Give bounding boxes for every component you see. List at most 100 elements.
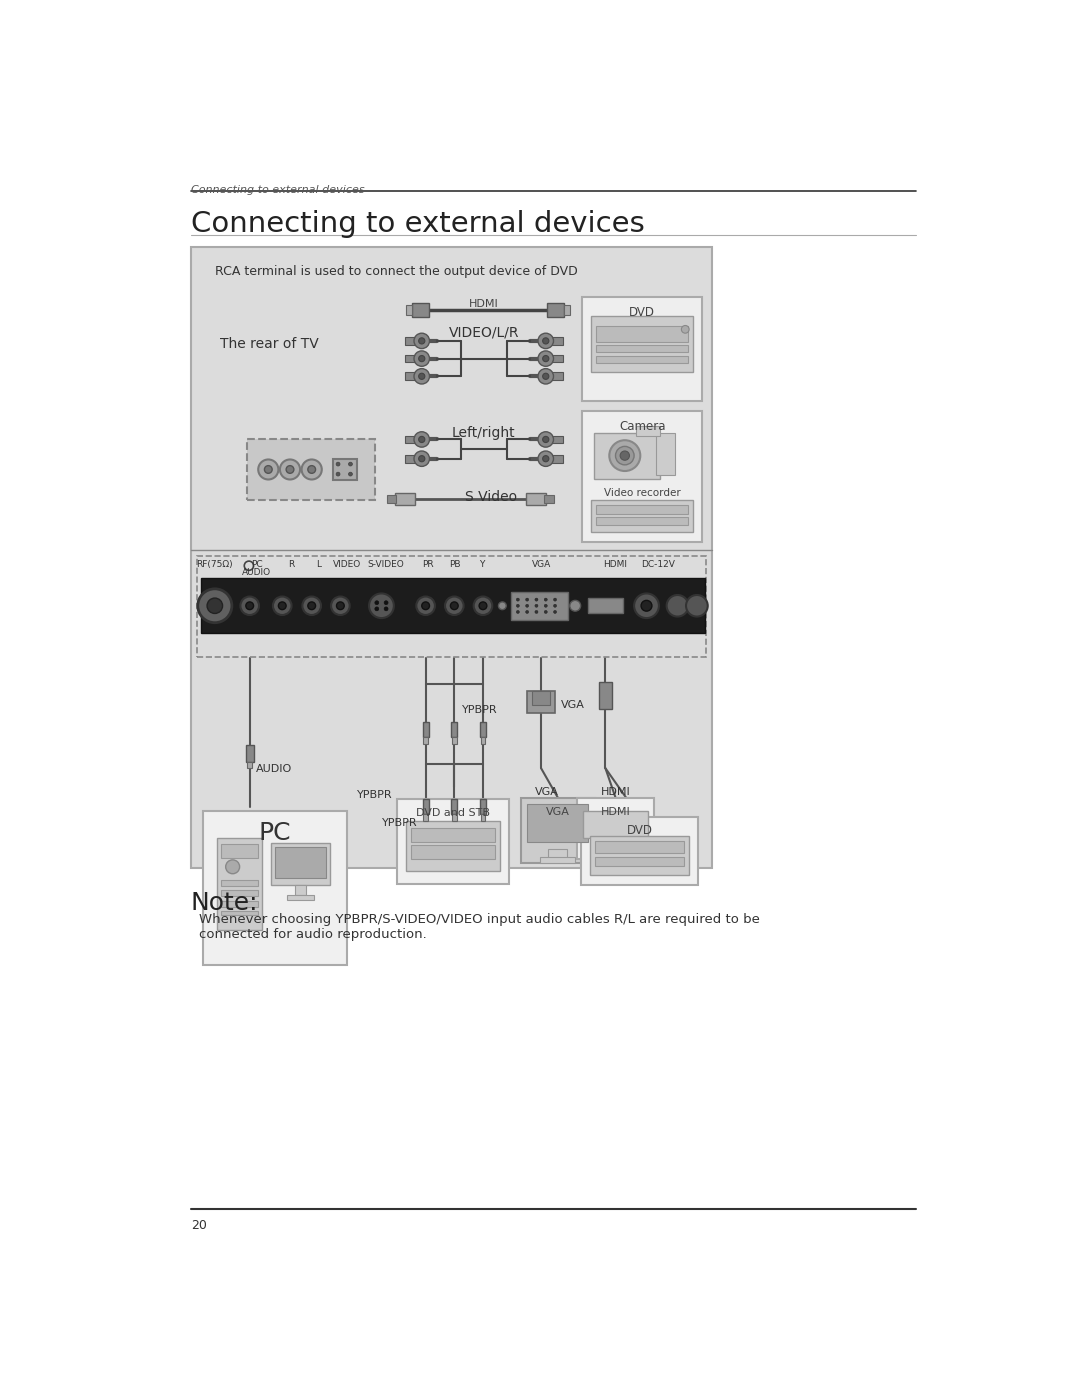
Circle shape bbox=[616, 447, 634, 465]
Text: RF(75Ω): RF(75Ω) bbox=[197, 560, 233, 570]
Circle shape bbox=[609, 440, 640, 471]
Circle shape bbox=[308, 602, 315, 609]
Bar bbox=[405, 436, 422, 443]
Circle shape bbox=[416, 597, 435, 615]
Circle shape bbox=[542, 373, 549, 380]
Text: Camera: Camera bbox=[619, 420, 665, 433]
Circle shape bbox=[349, 462, 352, 467]
Circle shape bbox=[419, 355, 424, 362]
Text: Connecting to external devices: Connecting to external devices bbox=[191, 210, 645, 237]
Text: L: L bbox=[316, 560, 321, 570]
Circle shape bbox=[349, 472, 352, 476]
Circle shape bbox=[419, 436, 424, 443]
Circle shape bbox=[246, 602, 254, 609]
Circle shape bbox=[535, 605, 538, 608]
Circle shape bbox=[414, 451, 430, 467]
Text: PC: PC bbox=[251, 560, 262, 570]
Circle shape bbox=[499, 602, 507, 609]
Circle shape bbox=[535, 598, 538, 601]
Text: Left/right: Left/right bbox=[451, 426, 515, 440]
Circle shape bbox=[384, 606, 388, 610]
Circle shape bbox=[538, 369, 554, 384]
Circle shape bbox=[302, 597, 321, 615]
Circle shape bbox=[308, 465, 315, 474]
Circle shape bbox=[542, 355, 549, 362]
Bar bbox=[405, 337, 422, 345]
Circle shape bbox=[414, 334, 430, 349]
Circle shape bbox=[542, 338, 549, 344]
Circle shape bbox=[414, 351, 430, 366]
Circle shape bbox=[526, 610, 529, 613]
Circle shape bbox=[280, 460, 300, 479]
Text: S Video: S Video bbox=[465, 489, 517, 503]
Text: PB: PB bbox=[449, 560, 461, 570]
Bar bbox=[545, 436, 563, 443]
Circle shape bbox=[419, 455, 424, 462]
Text: DVD: DVD bbox=[626, 824, 652, 837]
Text: 20: 20 bbox=[191, 1218, 206, 1232]
Circle shape bbox=[336, 462, 340, 467]
Bar bbox=[545, 455, 563, 462]
Circle shape bbox=[198, 588, 232, 623]
Bar bbox=[636, 426, 660, 436]
Text: DVD and STB: DVD and STB bbox=[416, 809, 490, 819]
Bar bbox=[405, 355, 422, 362]
Circle shape bbox=[516, 598, 519, 601]
Circle shape bbox=[542, 455, 549, 462]
Text: YPBPR: YPBPR bbox=[382, 819, 418, 828]
Circle shape bbox=[681, 326, 689, 334]
Circle shape bbox=[554, 605, 556, 608]
Circle shape bbox=[301, 460, 322, 479]
Bar bbox=[594, 433, 660, 479]
Bar bbox=[203, 810, 347, 964]
Bar bbox=[521, 798, 595, 863]
Bar bbox=[221, 880, 258, 886]
Bar bbox=[526, 493, 545, 504]
Circle shape bbox=[666, 595, 688, 616]
Bar bbox=[394, 493, 415, 504]
Text: AUDIO: AUDIO bbox=[256, 764, 293, 774]
Circle shape bbox=[414, 432, 430, 447]
Text: YPBPR: YPBPR bbox=[462, 705, 498, 715]
Circle shape bbox=[538, 451, 554, 467]
Text: HDMI: HDMI bbox=[600, 806, 631, 817]
Circle shape bbox=[414, 369, 430, 384]
Bar bbox=[397, 799, 510, 884]
Bar bbox=[221, 901, 258, 907]
Bar bbox=[247, 763, 252, 768]
Bar bbox=[271, 842, 329, 886]
Bar bbox=[423, 738, 428, 743]
Text: PR: PR bbox=[422, 560, 434, 570]
Bar bbox=[451, 722, 458, 738]
Bar bbox=[217, 838, 262, 930]
Circle shape bbox=[526, 605, 529, 608]
Text: VGA: VGA bbox=[535, 788, 558, 798]
Bar bbox=[590, 835, 689, 875]
Bar bbox=[451, 814, 457, 820]
Bar bbox=[531, 692, 551, 705]
Bar bbox=[582, 411, 702, 542]
Text: VIDEO: VIDEO bbox=[333, 560, 361, 570]
Circle shape bbox=[419, 373, 424, 380]
Bar bbox=[540, 856, 576, 863]
Bar bbox=[191, 247, 713, 869]
Circle shape bbox=[375, 606, 379, 610]
Text: S-VIDEO: S-VIDEO bbox=[367, 560, 404, 570]
Circle shape bbox=[516, 610, 519, 613]
Text: Y: Y bbox=[480, 560, 485, 570]
Bar bbox=[545, 373, 563, 380]
Bar bbox=[544, 495, 554, 503]
Circle shape bbox=[620, 451, 630, 460]
Text: Note:: Note: bbox=[191, 891, 258, 915]
Circle shape bbox=[279, 602, 286, 609]
Bar bbox=[406, 306, 413, 314]
Circle shape bbox=[642, 601, 652, 610]
Bar bbox=[595, 856, 685, 866]
Bar bbox=[596, 504, 688, 514]
Bar bbox=[581, 817, 699, 884]
Text: HDMI: HDMI bbox=[469, 299, 499, 309]
Circle shape bbox=[258, 460, 279, 479]
Circle shape bbox=[544, 605, 548, 608]
Circle shape bbox=[538, 432, 554, 447]
Bar bbox=[527, 803, 589, 842]
